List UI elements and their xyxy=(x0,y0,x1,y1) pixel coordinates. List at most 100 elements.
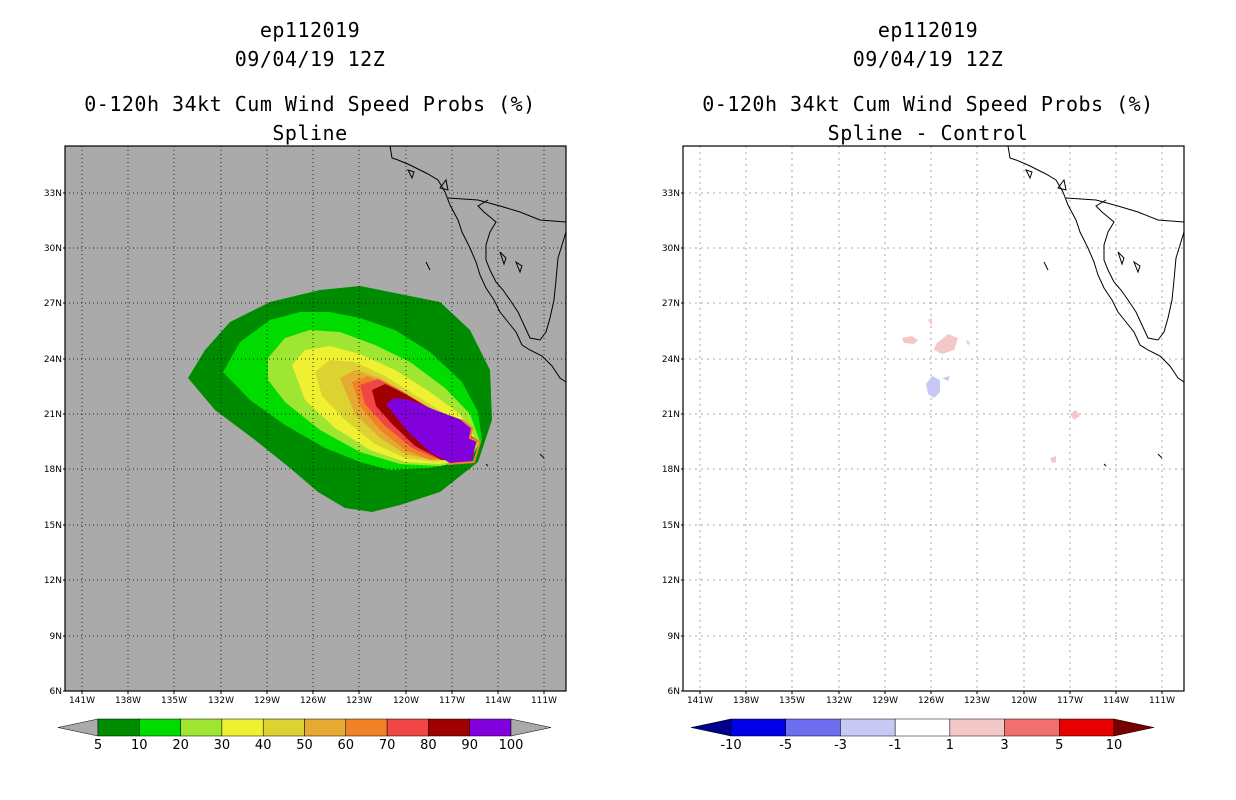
left-lon-labels: 141W 138W 135W 132W 129W 126W 123W 120W 117W 114W… xyxy=(69,691,557,706)
lon-tick-label: 123W xyxy=(964,696,990,706)
lon-tick-label: 120W xyxy=(1011,696,1037,706)
colorbar-label: -3 xyxy=(834,738,847,753)
lon-tick-label: 138W xyxy=(115,696,141,706)
left-colorbar: 5 10 20 30 40 50 60 70 80 90 100 xyxy=(57,718,552,753)
lat-tick-label: 30N xyxy=(44,244,62,254)
colorbar-label: 3 xyxy=(1000,738,1008,753)
colorbar-label: 70 xyxy=(379,738,396,753)
colorbar-swatch xyxy=(428,718,470,737)
lat-tick-label: 9N xyxy=(50,632,62,642)
lat-tick-label: 27N xyxy=(44,299,62,309)
lon-tick-label: 132W xyxy=(826,696,852,706)
colorbar-label: 100 xyxy=(499,738,524,753)
colorbar-over-triangle xyxy=(510,718,552,737)
lat-tick-label: 33N xyxy=(44,189,62,199)
colorbar-label: 20 xyxy=(172,738,189,753)
colorbar-label: 5 xyxy=(1055,738,1063,753)
colorbar-swatch xyxy=(730,718,786,737)
right-map-background xyxy=(683,146,1184,691)
lat-tick-label: 6N xyxy=(50,687,62,697)
right-product-title: 0-120h 34kt Cum Wind Speed Probs (%) xyxy=(702,92,1154,116)
lat-tick-label: 21N xyxy=(662,410,680,420)
colorbar-label: 50 xyxy=(296,738,313,753)
colorbar-swatch xyxy=(97,718,140,737)
contour-edge-highlight xyxy=(447,419,482,465)
lat-tick-label: 24N xyxy=(662,355,680,365)
right-datetime: 09/04/19 12Z xyxy=(852,47,1004,71)
lat-tick-label: 18N xyxy=(662,465,680,475)
diff-positive-blob-4 xyxy=(966,340,970,346)
colorbar-swatch xyxy=(785,718,841,737)
diff-negative-blob-2 xyxy=(942,376,950,381)
diff-positive-blob-3 xyxy=(928,318,932,326)
right-subtitle: Spline - Control xyxy=(827,121,1029,145)
right-map-frame xyxy=(682,145,1185,692)
right-coastline xyxy=(1007,145,1185,467)
lon-tick-label: 114W xyxy=(1103,696,1129,706)
lat-tick-label: 15N xyxy=(662,521,680,531)
colorbar-swatch xyxy=(386,718,429,737)
colorbar-label: -10 xyxy=(720,738,741,753)
colorbar-under-triangle xyxy=(57,718,99,737)
lat-tick-label: 24N xyxy=(44,355,62,365)
right-difference-contours xyxy=(902,318,1080,463)
colorbar-swatch xyxy=(262,718,305,737)
colorbar-swatch xyxy=(894,718,951,737)
colorbar-over-triangle xyxy=(1113,718,1155,737)
colorbar-swatch xyxy=(1004,718,1060,737)
lon-tick-label: 114W xyxy=(485,696,511,706)
lon-tick-label: 126W xyxy=(918,696,944,706)
lon-tick-label: 141W xyxy=(687,696,713,706)
colorbar-swatch xyxy=(949,718,1005,737)
lon-tick-label: 120W xyxy=(393,696,419,706)
colorbar-label: 30 xyxy=(214,738,231,753)
colorbar-swatch xyxy=(840,718,896,737)
colorbar-swatch xyxy=(139,718,181,737)
lat-tick-label: 18N xyxy=(44,465,62,475)
colorbar-swatch xyxy=(469,718,512,737)
lat-tick-label: 6N xyxy=(668,687,680,697)
lon-tick-label: 123W xyxy=(346,696,372,706)
colorbar-swatch xyxy=(1059,718,1115,737)
diff-positive-blob-2 xyxy=(934,334,958,354)
left-map-frame xyxy=(64,145,567,692)
left-storm-id: ep112019 xyxy=(259,18,361,42)
left-map-panel: 33N 30N 27N 24N 21N 18N 15N 12N 9N 6N 141W 138W 135… xyxy=(44,145,567,706)
colorbar-swatch xyxy=(221,718,264,737)
lat-tick-label: 12N xyxy=(44,576,62,586)
right-lat-labels: 33N 30N 27N 24N 21N 18N 15N 12N 9N 6N xyxy=(662,189,683,697)
diff-negative-blob-1 xyxy=(926,376,940,398)
lon-tick-label: 126W xyxy=(300,696,326,706)
lat-tick-label: 27N xyxy=(662,299,680,309)
diff-positive-blob-5 xyxy=(1070,410,1080,420)
diff-positive-blob-6 xyxy=(1050,456,1056,463)
lat-tick-label: 33N xyxy=(662,189,680,199)
lat-tick-label: 15N xyxy=(44,521,62,531)
right-lon-labels: 141W 138W 135W 132W 129W 126W 123W 120W 117W 114W… xyxy=(687,691,1175,706)
lon-tick-label: 129W xyxy=(872,696,898,706)
colorbar-label: -5 xyxy=(779,738,792,753)
contour-90 xyxy=(386,398,476,463)
left-lat-labels: 33N 30N 27N 24N 21N 18N 15N 12N 9N 6N xyxy=(44,189,65,697)
colorbar-label: 5 xyxy=(94,738,102,753)
colorbar-label: 80 xyxy=(420,738,437,753)
lon-tick-label: 129W xyxy=(254,696,280,706)
right-title-block: ep112019 09/04/19 12Z 0-120h 34kt Cum Wi… xyxy=(683,16,1173,148)
left-subtitle: Spline xyxy=(272,121,348,145)
lat-tick-label: 21N xyxy=(44,410,62,420)
lat-tick-label: 12N xyxy=(662,576,680,586)
left-probability-contours xyxy=(188,286,492,512)
left-datetime: 09/04/19 12Z xyxy=(234,47,386,71)
lon-tick-label: 135W xyxy=(779,696,805,706)
lon-tick-label: 138W xyxy=(733,696,759,706)
lon-tick-label: 111W xyxy=(531,696,557,706)
lon-tick-label: 111W xyxy=(1149,696,1175,706)
colorbar-label: 90 xyxy=(461,738,478,753)
colorbar-under-triangle xyxy=(690,718,732,737)
right-colorbar: -10 -5 -3 -1 1 3 5 10 xyxy=(690,718,1155,753)
colorbar-swatch xyxy=(345,718,388,737)
left-product-title: 0-120h 34kt Cum Wind Speed Probs (%) xyxy=(84,92,536,116)
lat-tick-label: 9N xyxy=(668,632,680,642)
lon-tick-label: 117W xyxy=(439,696,465,706)
right-map-panel: 33N 30N 27N 24N 21N 18N 15N 12N 9N 6N 141W 138W 135… xyxy=(662,145,1185,706)
